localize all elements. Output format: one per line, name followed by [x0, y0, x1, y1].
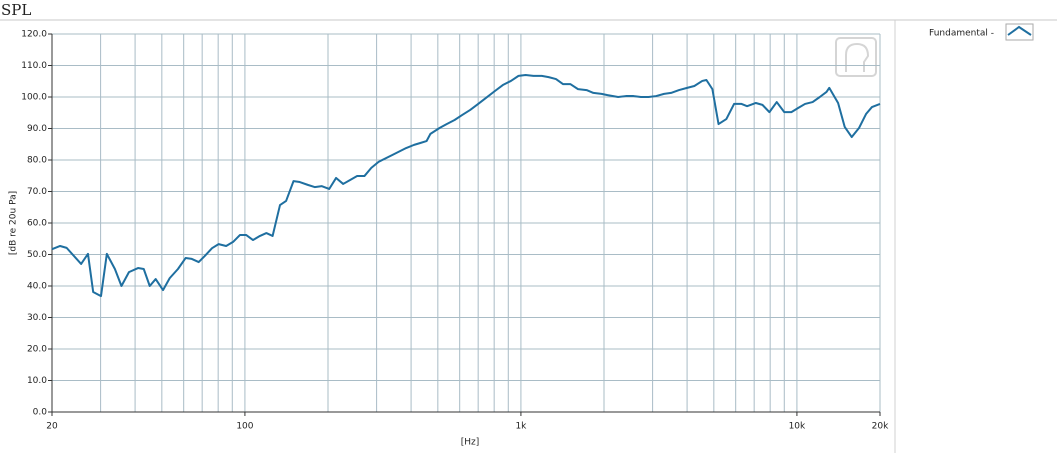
y-tick-label: 90.0 — [27, 124, 47, 134]
legend-label: Fundamental - — [929, 29, 994, 39]
legend-swatch-box — [1005, 23, 1034, 41]
y-tick-label: 100.0 — [21, 93, 47, 103]
y-tick-label: 50.0 — [27, 250, 47, 260]
x-tick-label: 20k — [872, 422, 889, 432]
legend-swatch — [1007, 25, 1032, 36]
y-tick-label: 40.0 — [27, 282, 47, 292]
x-tick-label: 100 — [236, 422, 253, 432]
watermark — [835, 37, 877, 77]
y-tick-label: 30.0 — [27, 313, 47, 323]
y-tick-label: 20.0 — [27, 345, 47, 355]
x-tick-label: 10k — [789, 422, 806, 432]
y-tick-label: 70.0 — [27, 187, 47, 197]
data-line — [51, 73, 881, 298]
x-tick-label: 1k — [515, 422, 527, 432]
y-tick-label: 10.0 — [27, 376, 47, 386]
y-axis-label: [dB re 20u Pa] — [9, 191, 19, 255]
chart-title: SPL — [1, 1, 31, 19]
x-tick-label: 20 — [46, 422, 58, 432]
y-tick-label: 120.0 — [21, 30, 47, 40]
y-tick-label: 80.0 — [27, 156, 47, 166]
y-tick-label: 60.0 — [27, 219, 47, 229]
x-axis-label: [Hz] — [461, 438, 480, 448]
y-tick-label: 110.0 — [21, 61, 47, 71]
y-tick-label: 0.0 — [33, 408, 48, 418]
